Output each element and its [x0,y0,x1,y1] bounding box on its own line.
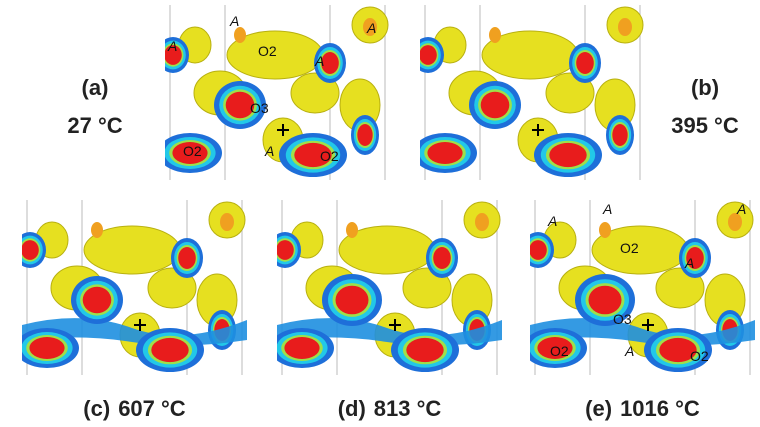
red-core [21,240,39,260]
red-core [427,142,462,164]
panel-label: (d) [338,396,366,421]
panel [412,5,645,180]
red-core [151,338,188,362]
red-core [406,338,443,362]
isosurface-image: A A O2 A A O3 A O2 O2 [157,5,390,180]
site-label: O2 [620,240,639,256]
panel: A A O2 A A O3 A O2 O2 [157,5,390,180]
site-label: O2 [550,343,569,359]
panel [269,200,502,375]
site-label: A [314,53,324,69]
site-label: O3 [613,311,632,327]
site-label: A [602,201,612,217]
figure: AAO2AAO3AO2O2(a)27 °C(b)395 °C(c)607 °C(… [0,0,760,427]
site-label: A [167,38,177,54]
site-label: A [736,201,746,217]
site-label: O2 [690,348,709,364]
site-label: A [264,143,274,159]
panel-label: (e) [585,396,612,421]
orange-spot [91,222,103,238]
temperature: 813 °C [374,396,442,421]
orange-spot [346,222,358,238]
orange-spot [220,213,234,231]
site-label: A [624,343,634,359]
red-core [589,286,622,315]
isosurface-image [412,5,645,180]
red-core [433,247,451,269]
panel-label: (a) [82,75,109,100]
isosurface-image [269,200,502,375]
site-label: A [547,213,557,229]
site-label: A [366,20,376,36]
red-core [612,124,627,146]
orange-spot [489,27,501,43]
isosurface-image [14,200,247,375]
caption: (c) 607 °C [83,396,186,421]
isosurface-image: A A A O2 A O3 A O2 O2 [522,200,755,375]
panel: A A A O2 A O3 A O2 O2 [522,200,755,375]
temperature: 1016 °C [620,396,700,421]
site-label: O3 [250,100,269,116]
red-core [481,92,510,118]
orange-spot [475,213,489,231]
panel-label: (c) [83,396,110,421]
temperature: 607 °C [118,396,186,421]
red-core [284,337,319,359]
site-label: O2 [320,148,339,164]
red-core [336,286,369,315]
orange-spot [599,222,611,238]
red-core [529,240,547,260]
red-core [549,143,586,167]
red-core [576,52,594,74]
panel [14,200,247,375]
red-core [357,124,372,146]
site-label: O2 [183,143,202,159]
site-label: A [229,13,239,29]
red-core [178,247,196,269]
red-core [419,45,437,65]
caption: (d) 813 °C [338,396,442,421]
red-core [276,240,294,260]
caption: (e) 1016 °C [585,396,700,421]
orange-spot [234,27,246,43]
panel-label: (b) [691,75,719,100]
temperature: 27 °C [67,113,122,138]
red-core [83,287,112,313]
site-label: O2 [258,43,277,59]
orange-spot [618,18,632,36]
site-label: A [684,255,694,271]
red-core [29,337,64,359]
temperature: 395 °C [671,113,739,138]
